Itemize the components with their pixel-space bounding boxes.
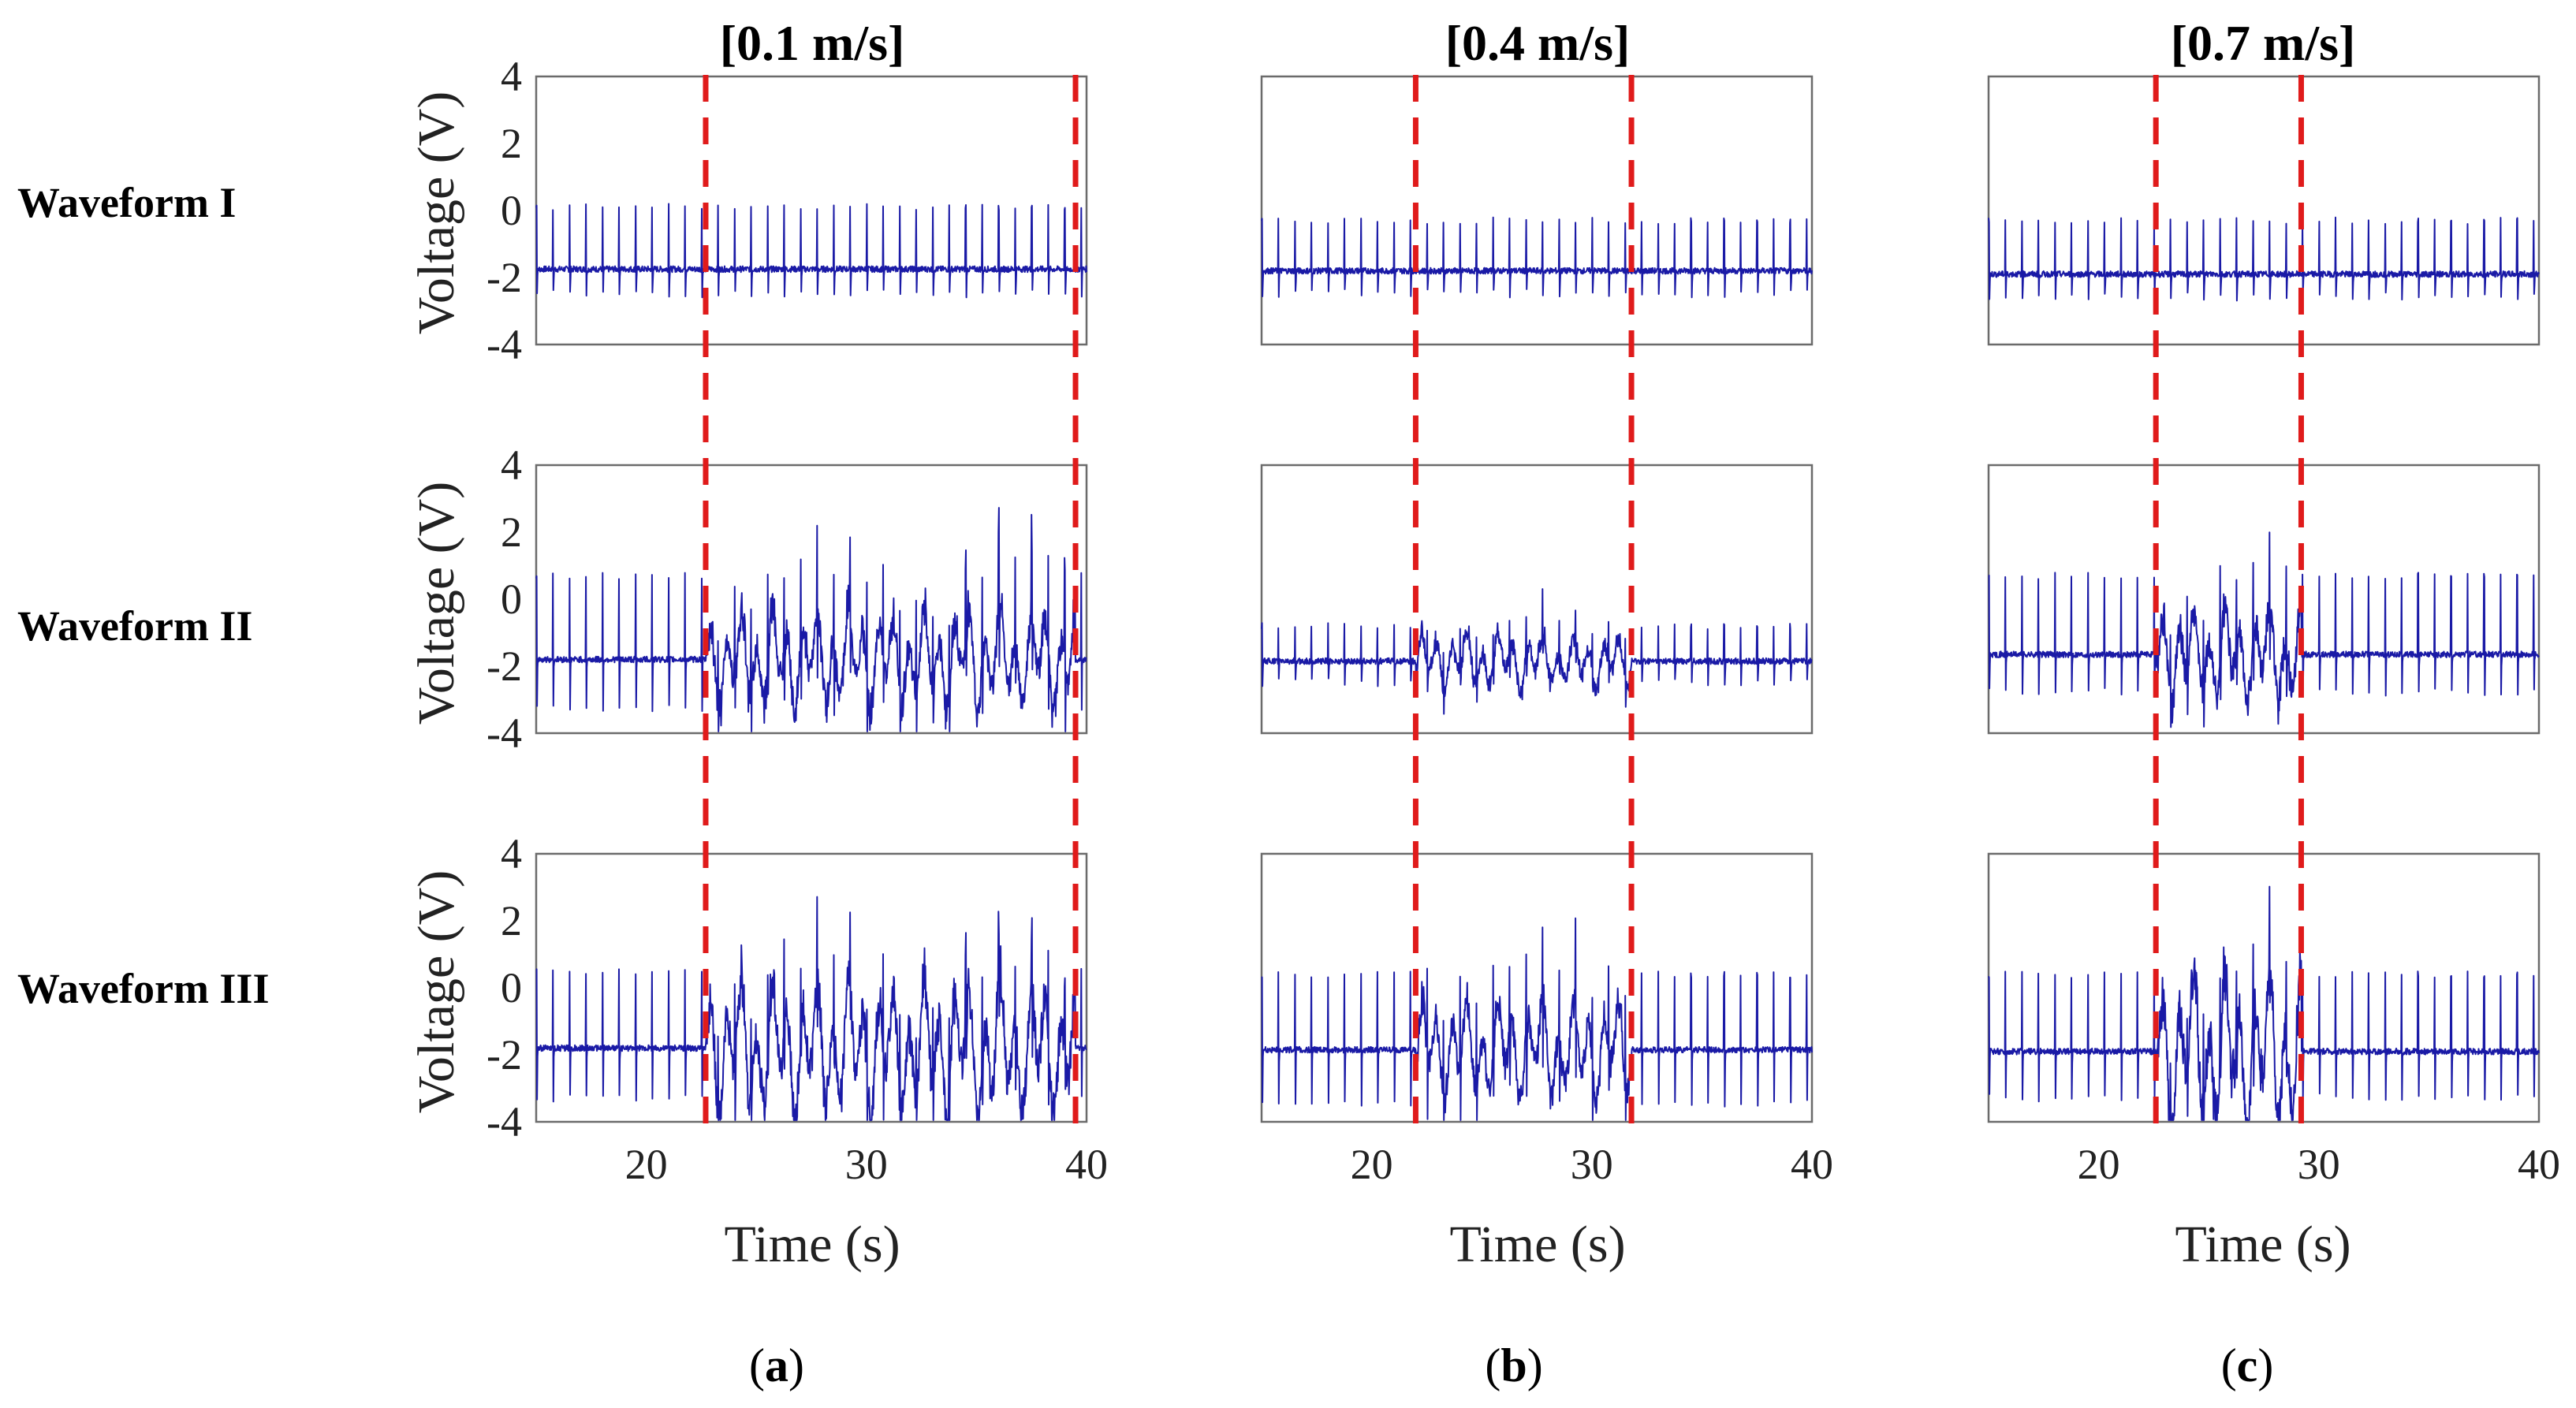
y-tick-label: -4 bbox=[486, 1098, 522, 1145]
x-tick-label: 30 bbox=[1571, 1141, 1613, 1188]
y-tick-label: -2 bbox=[486, 1031, 522, 1078]
panel-r3-c2: 20 30 40 bbox=[1260, 852, 1833, 1188]
y-tick-label: 0 bbox=[501, 964, 522, 1011]
column-title-c: [0.7 m/s] bbox=[2171, 15, 2356, 71]
waveform-trace bbox=[535, 896, 1087, 1121]
x-tick-label: 20 bbox=[2078, 1141, 2120, 1188]
y-tick-label: 4 bbox=[501, 441, 522, 489]
panel-r2-c2 bbox=[1260, 464, 1814, 735]
y-tick-label: 2 bbox=[501, 897, 522, 944]
panel-r2-c1: -4 -2 0 2 4 bbox=[486, 441, 1088, 757]
y-tick-label: -2 bbox=[486, 254, 522, 301]
panel-r3-c3: 20 30 40 bbox=[1987, 852, 2560, 1188]
y-tick-label: 4 bbox=[501, 830, 522, 877]
y-tick-label: -4 bbox=[486, 321, 522, 368]
subfigure-label-a: (a) bbox=[749, 1339, 804, 1391]
y-axis-label-row-1: Voltage (V) bbox=[408, 91, 465, 335]
x-tick-label: 20 bbox=[625, 1141, 668, 1188]
x-axis-label-a: Time (s) bbox=[724, 1216, 900, 1273]
subfigure-label-c: (c) bbox=[2221, 1339, 2274, 1391]
y-axis-label-row-2: Voltage (V) bbox=[408, 482, 465, 725]
x-tick-label: 20 bbox=[1351, 1141, 1393, 1188]
x-axis-label-b: Time (s) bbox=[1449, 1216, 1625, 1273]
panel-r3-c1: -4 -2 0 2 4 20 30 40 bbox=[486, 830, 1108, 1188]
row-label-waveform-2: Waveform II bbox=[17, 602, 252, 650]
y-tick-label: 4 bbox=[501, 53, 522, 100]
panel-r1-c2 bbox=[1260, 75, 1814, 346]
waveform-trace bbox=[535, 507, 1087, 732]
column-title-b: [0.4 m/s] bbox=[1445, 15, 1631, 71]
x-tick-label: 40 bbox=[1791, 1141, 1833, 1188]
x-tick-label: 40 bbox=[2518, 1141, 2560, 1188]
waveform-trace bbox=[1261, 588, 1813, 715]
y-tick-label: 0 bbox=[501, 575, 522, 623]
plot-frame bbox=[1260, 464, 1814, 735]
waveform-trace bbox=[1988, 531, 2540, 728]
plot-frame bbox=[1260, 75, 1814, 346]
segment-markers bbox=[703, 75, 2304, 1131]
y-tick-label: -4 bbox=[486, 710, 522, 757]
y-tick-label: -2 bbox=[486, 643, 522, 690]
y-tick-label: 2 bbox=[501, 508, 522, 556]
waveform-trace bbox=[1988, 216, 2540, 302]
y-axis-label-row-3: Voltage (V) bbox=[408, 870, 465, 1114]
row-label-waveform-1: Waveform I bbox=[17, 179, 236, 226]
x-tick-label: 30 bbox=[2298, 1141, 2340, 1188]
waveform-trace bbox=[1261, 917, 1813, 1121]
chart-panels: -4 -2 0 2 4 -4 -2 0 2 4 -4 -2 0 2 4 20 30 40 20 30 40 20 30 40 bbox=[486, 53, 2560, 1188]
x-tick-label: 30 bbox=[845, 1141, 888, 1188]
row-label-waveform-3: Waveform III bbox=[17, 965, 269, 1012]
waveform-trace bbox=[1988, 885, 2540, 1121]
waveform-trace bbox=[1261, 216, 1813, 299]
panel-r1-c3 bbox=[1987, 75, 2541, 346]
plot-frame bbox=[1987, 75, 2541, 346]
subfigure-label-b: (b) bbox=[1485, 1339, 1542, 1391]
y-tick-label: 2 bbox=[501, 120, 522, 167]
waveform-trace bbox=[535, 203, 1087, 299]
x-axis-label-c: Time (s) bbox=[2175, 1216, 2350, 1273]
panel-r2-c3 bbox=[1987, 464, 2541, 735]
column-title-a: [0.1 m/s] bbox=[720, 15, 905, 71]
x-tick-label: 40 bbox=[1065, 1141, 1108, 1188]
y-tick-label: 0 bbox=[501, 187, 522, 234]
panel-r1-c1: -4 -2 0 2 4 bbox=[486, 53, 1088, 368]
